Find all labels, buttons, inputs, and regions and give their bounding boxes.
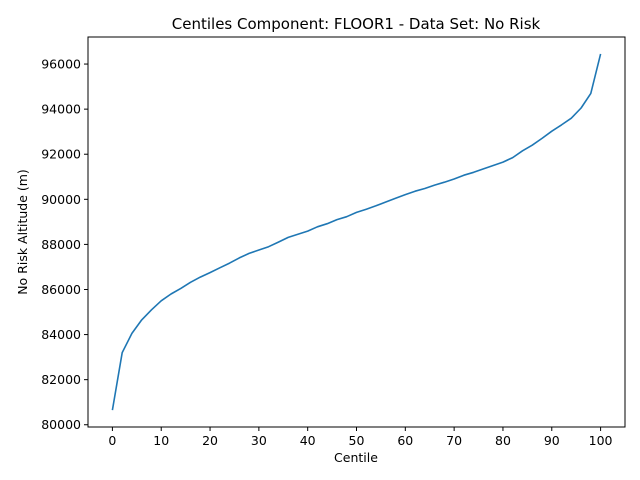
x-tick-label: 20 — [202, 433, 218, 448]
x-tick-label: 10 — [153, 433, 169, 448]
y-tick-label: 84000 — [41, 327, 81, 342]
y-axis: 80000 82000 84000 86000 88000 90000 92000 94000… — [41, 57, 88, 432]
x-axis: 0 10 20 30 40 50 60 70 80 90 100 — [108, 427, 613, 448]
x-tick-label: 40 — [300, 433, 316, 448]
plot-frame — [87, 36, 626, 428]
series-line — [111, 53, 602, 411]
y-tick-label: 92000 — [41, 147, 81, 162]
y-tick-label: 96000 — [41, 57, 81, 72]
x-tick-label: 30 — [251, 433, 267, 448]
y-axis-label: No Risk Altitude (m) — [15, 169, 30, 295]
x-tick-label: 0 — [108, 433, 116, 448]
y-tick-label: 88000 — [41, 237, 81, 252]
x-tick-label: 80 — [495, 433, 511, 448]
x-tick-label: 100 — [589, 433, 613, 448]
x-tick-label: 60 — [397, 433, 413, 448]
x-tick-label: 70 — [446, 433, 462, 448]
y-tick-label: 86000 — [41, 282, 81, 297]
chart-title: Centiles Component: FLOOR1 - Data Set: N… — [172, 15, 541, 33]
x-tick-label: 90 — [544, 433, 560, 448]
y-tick-label: 90000 — [41, 192, 81, 207]
x-axis-label: Centile — [334, 450, 378, 465]
x-tick-label: 50 — [349, 433, 365, 448]
y-tick-label: 94000 — [41, 102, 81, 117]
plot-series — [111, 53, 602, 411]
y-tick-label: 82000 — [41, 372, 81, 387]
y-tick-label: 80000 — [41, 417, 81, 432]
